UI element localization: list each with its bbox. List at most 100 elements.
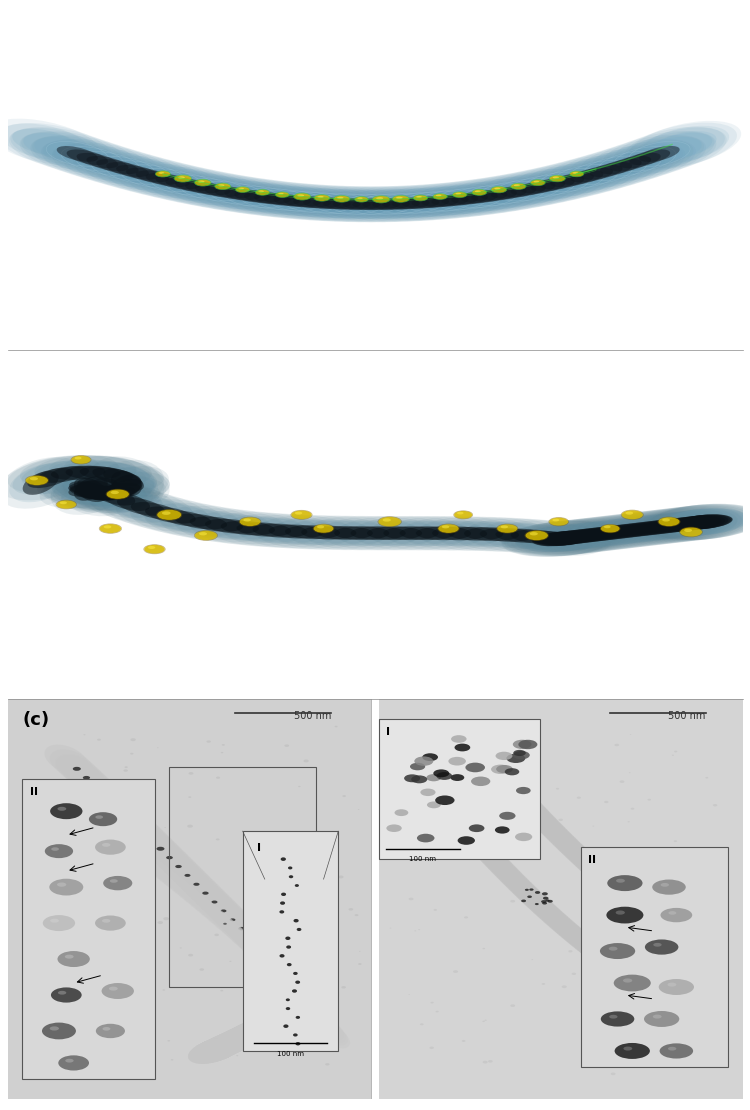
Ellipse shape xyxy=(220,516,308,543)
Ellipse shape xyxy=(632,905,664,926)
Ellipse shape xyxy=(475,191,481,192)
Ellipse shape xyxy=(377,183,508,220)
Ellipse shape xyxy=(190,885,233,915)
Ellipse shape xyxy=(531,517,646,554)
Ellipse shape xyxy=(655,922,688,944)
Ellipse shape xyxy=(506,877,538,899)
Ellipse shape xyxy=(464,916,468,918)
Ellipse shape xyxy=(336,516,453,551)
Ellipse shape xyxy=(645,916,679,937)
Ellipse shape xyxy=(262,1001,312,1028)
Ellipse shape xyxy=(165,178,210,191)
Ellipse shape xyxy=(176,180,220,193)
Ellipse shape xyxy=(309,1009,334,1028)
Ellipse shape xyxy=(576,856,608,878)
Ellipse shape xyxy=(671,515,725,529)
Ellipse shape xyxy=(580,164,622,180)
Ellipse shape xyxy=(210,905,254,934)
Ellipse shape xyxy=(556,788,560,789)
Ellipse shape xyxy=(288,867,292,869)
Ellipse shape xyxy=(30,477,38,481)
Ellipse shape xyxy=(574,938,607,959)
Ellipse shape xyxy=(54,474,130,507)
Ellipse shape xyxy=(84,153,206,195)
Ellipse shape xyxy=(376,198,383,200)
Ellipse shape xyxy=(502,872,532,895)
Ellipse shape xyxy=(162,512,171,515)
Ellipse shape xyxy=(644,504,750,541)
Ellipse shape xyxy=(326,1063,329,1066)
Ellipse shape xyxy=(164,917,169,920)
Ellipse shape xyxy=(597,956,631,977)
Ellipse shape xyxy=(530,178,574,192)
Ellipse shape xyxy=(596,524,650,538)
Ellipse shape xyxy=(58,991,66,995)
Ellipse shape xyxy=(535,904,538,905)
Ellipse shape xyxy=(482,948,485,949)
Ellipse shape xyxy=(8,455,118,494)
Ellipse shape xyxy=(220,909,226,912)
Ellipse shape xyxy=(178,176,184,179)
Ellipse shape xyxy=(537,906,569,928)
Ellipse shape xyxy=(637,505,750,541)
Ellipse shape xyxy=(506,786,536,808)
Ellipse shape xyxy=(542,983,545,985)
Ellipse shape xyxy=(278,870,280,871)
Ellipse shape xyxy=(58,1056,89,1070)
Ellipse shape xyxy=(274,906,279,909)
Ellipse shape xyxy=(122,165,190,190)
Ellipse shape xyxy=(337,196,344,199)
Ellipse shape xyxy=(610,887,643,908)
Ellipse shape xyxy=(534,523,621,551)
Ellipse shape xyxy=(560,162,628,186)
Ellipse shape xyxy=(608,1016,611,1018)
Ellipse shape xyxy=(160,511,212,527)
Ellipse shape xyxy=(598,877,631,899)
Ellipse shape xyxy=(195,531,217,541)
Ellipse shape xyxy=(58,951,90,967)
Ellipse shape xyxy=(601,1011,634,1027)
Ellipse shape xyxy=(526,531,580,546)
Ellipse shape xyxy=(458,178,557,209)
Ellipse shape xyxy=(520,180,566,193)
Ellipse shape xyxy=(567,848,598,869)
Ellipse shape xyxy=(513,750,526,756)
Ellipse shape xyxy=(280,910,284,914)
Ellipse shape xyxy=(225,919,268,948)
Ellipse shape xyxy=(466,169,592,210)
Ellipse shape xyxy=(68,803,94,820)
Ellipse shape xyxy=(431,796,461,818)
Ellipse shape xyxy=(76,153,118,169)
Ellipse shape xyxy=(188,1038,238,1063)
Ellipse shape xyxy=(188,796,191,798)
Ellipse shape xyxy=(100,159,167,184)
Ellipse shape xyxy=(481,188,526,200)
Ellipse shape xyxy=(116,839,144,856)
Ellipse shape xyxy=(533,532,587,546)
Ellipse shape xyxy=(277,861,283,865)
Ellipse shape xyxy=(416,777,446,799)
Ellipse shape xyxy=(610,965,644,986)
Ellipse shape xyxy=(410,179,539,216)
Ellipse shape xyxy=(104,492,150,511)
Ellipse shape xyxy=(416,521,504,546)
Ellipse shape xyxy=(420,783,450,805)
Ellipse shape xyxy=(662,928,696,949)
Ellipse shape xyxy=(427,790,457,813)
Ellipse shape xyxy=(240,939,266,958)
Ellipse shape xyxy=(44,745,88,774)
Ellipse shape xyxy=(568,142,686,188)
Ellipse shape xyxy=(243,518,251,522)
Ellipse shape xyxy=(136,854,164,871)
Ellipse shape xyxy=(61,468,121,508)
Ellipse shape xyxy=(448,720,478,743)
Ellipse shape xyxy=(290,987,314,1006)
Ellipse shape xyxy=(431,521,520,546)
Ellipse shape xyxy=(325,1027,348,1046)
Ellipse shape xyxy=(286,998,290,1001)
Ellipse shape xyxy=(247,1039,250,1041)
Ellipse shape xyxy=(530,532,538,535)
Ellipse shape xyxy=(410,763,425,770)
Ellipse shape xyxy=(596,875,628,897)
Ellipse shape xyxy=(525,163,620,196)
